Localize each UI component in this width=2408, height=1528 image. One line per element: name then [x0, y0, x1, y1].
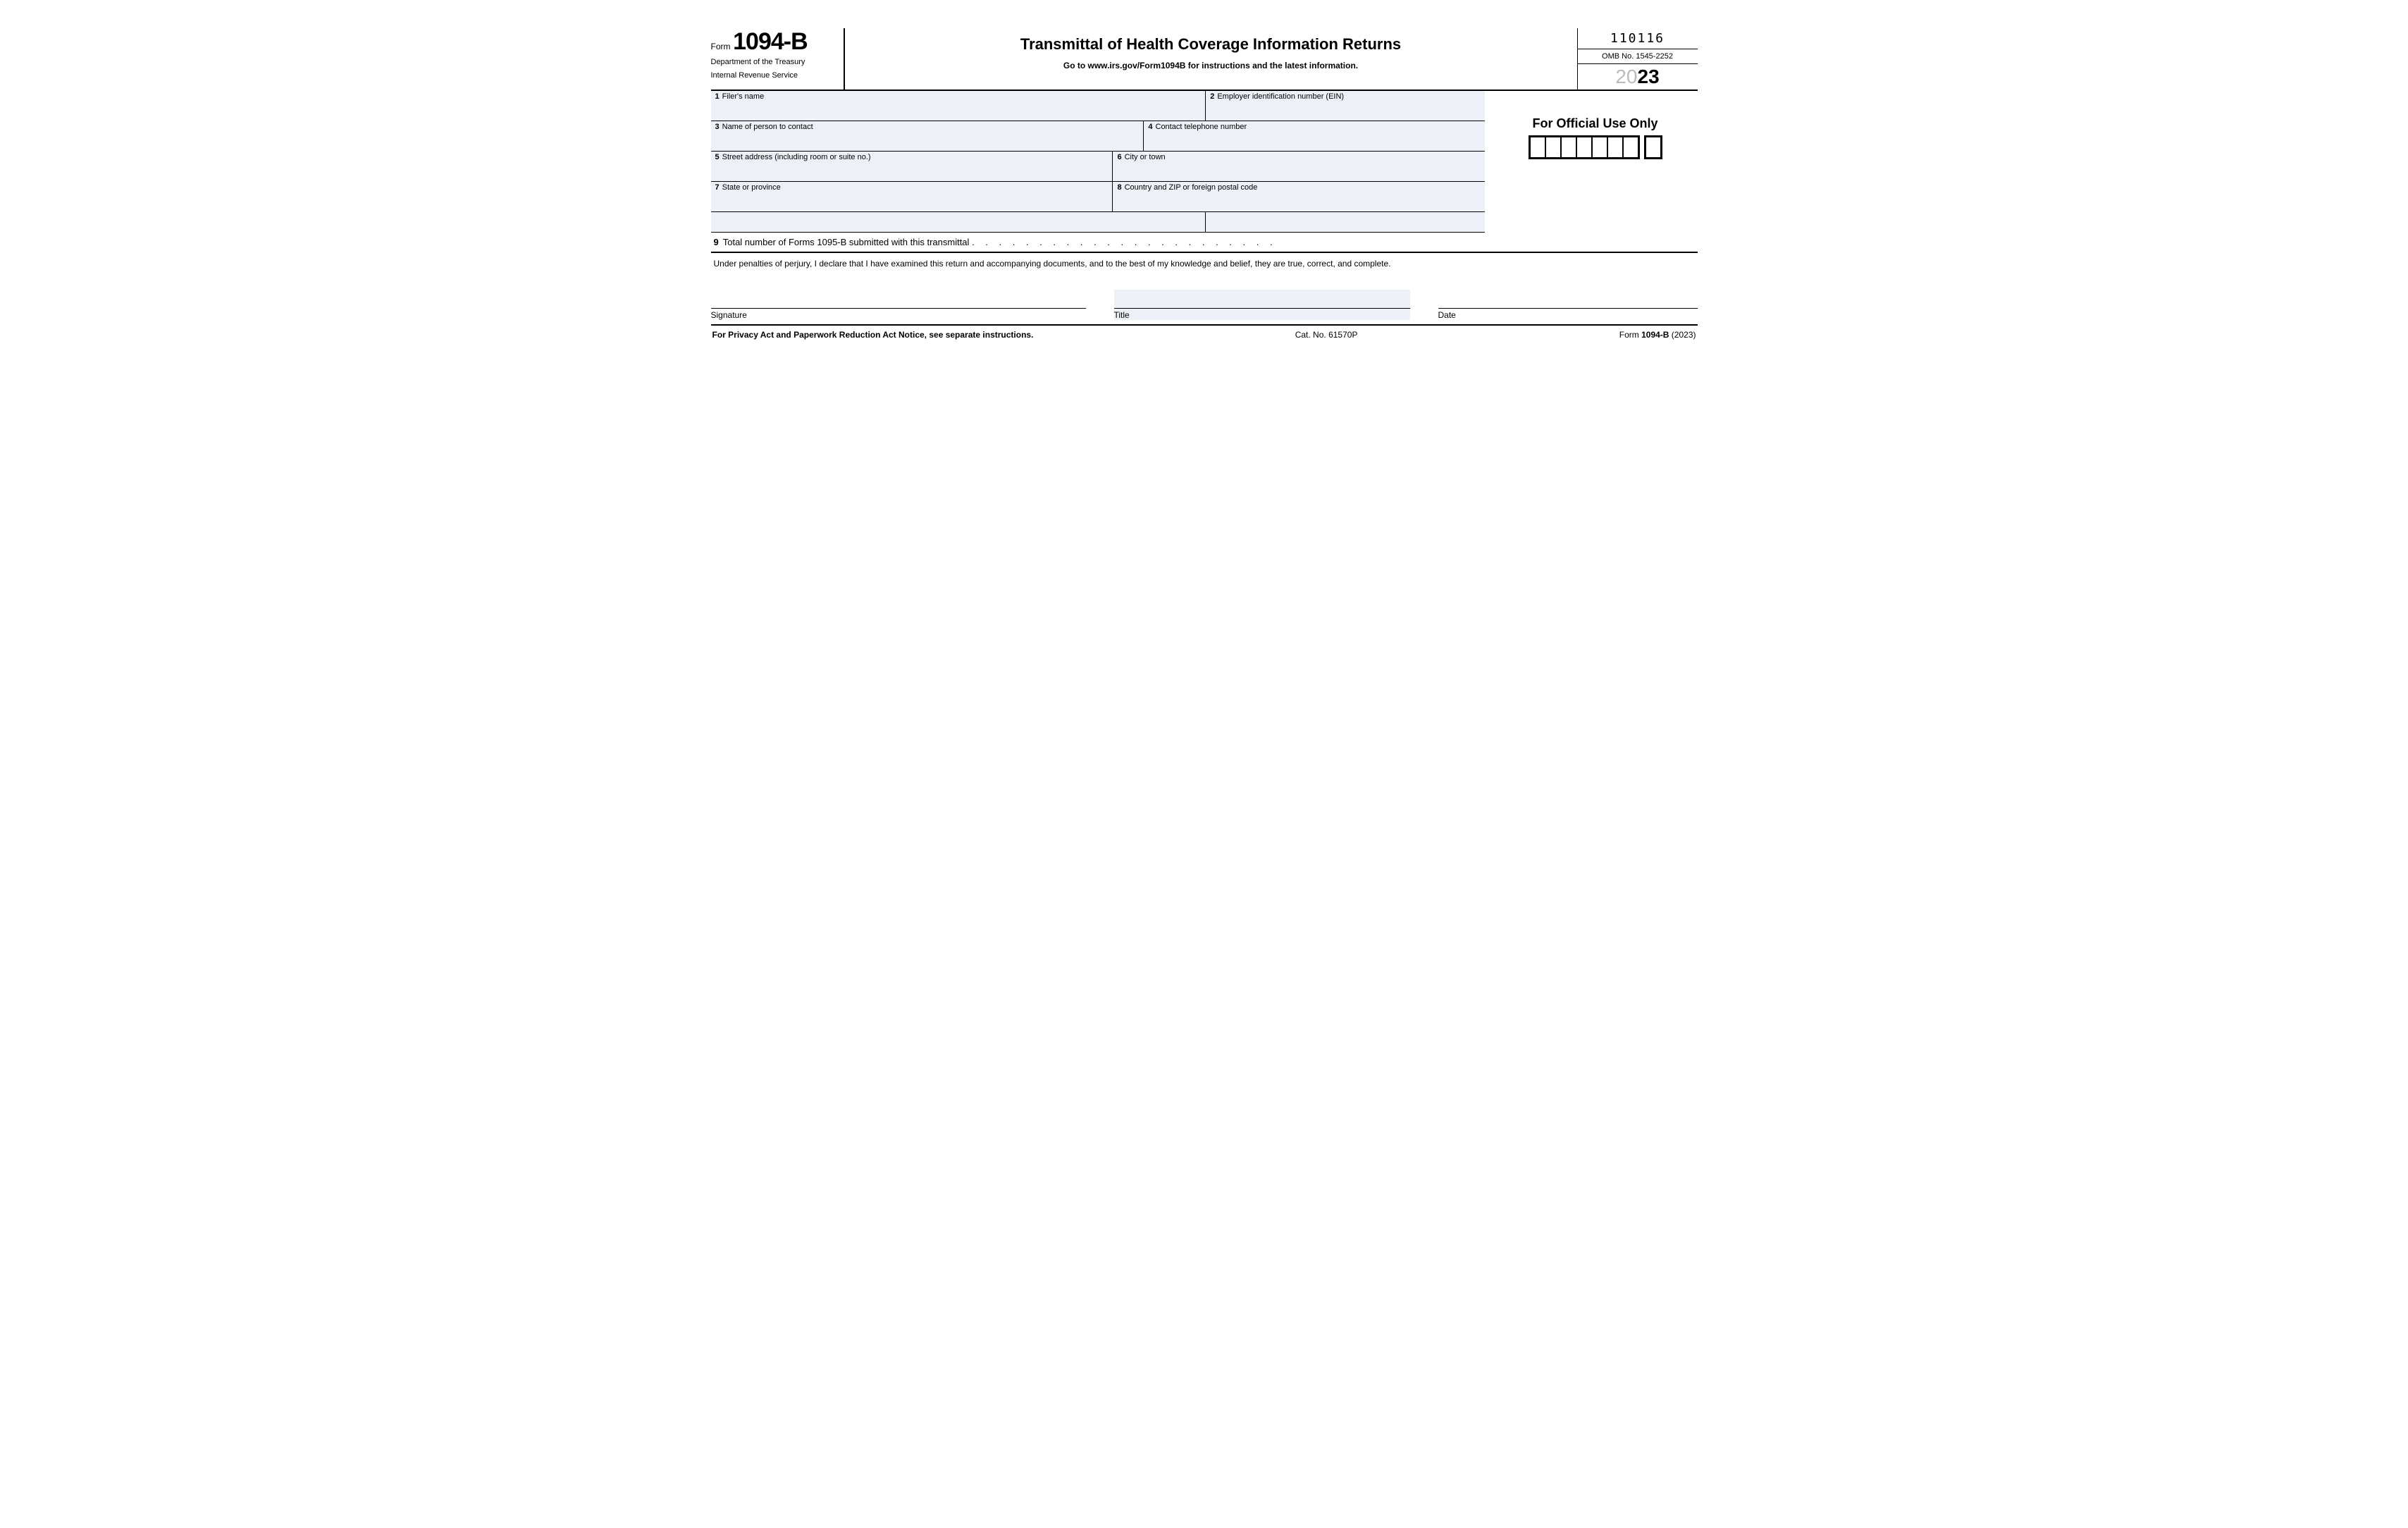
tax-year: 2023 — [1578, 64, 1698, 90]
form-header: Form 1094-B Department of the Treasury I… — [711, 28, 1698, 91]
field-5-street[interactable]: 5Street address (including room or suite… — [711, 152, 1113, 181]
official-box-group-side — [1644, 135, 1662, 159]
signature-field[interactable]: Signature — [711, 290, 1086, 320]
official-use-block: For Official Use Only — [1485, 91, 1698, 233]
signature-row: Signature Title Date — [711, 290, 1698, 326]
perjury-statement: Under penalties of perjury, I declare th… — [711, 253, 1698, 290]
field-9-total-forms[interactable]: 9Total number of Forms 1095-B submitted … — [711, 233, 1698, 253]
field-blank-lower-r — [1206, 212, 1484, 232]
form-word: Form — [711, 42, 731, 51]
fields-grid: 1Filer's name 2Employer identification n… — [711, 91, 1485, 233]
official-use-boxes — [1493, 135, 1698, 159]
form-footer: For Privacy Act and Paperwork Reduction … — [711, 326, 1698, 344]
header-left: Form 1094-B Department of the Treasury I… — [711, 28, 845, 90]
privacy-notice: For Privacy Act and Paperwork Reduction … — [712, 330, 1034, 340]
header-right: 110116 OMB No. 1545-2252 2023 — [1577, 28, 1698, 90]
footer-form-id: Form 1094-B (2023) — [1619, 330, 1696, 340]
form-1094b: Form 1094-B Department of the Treasury I… — [711, 28, 1698, 344]
dept-treasury: Department of the Treasury — [711, 58, 838, 67]
omb-number: OMB No. 1545-2252 — [1578, 49, 1698, 64]
official-use-label: For Official Use Only — [1493, 116, 1698, 131]
field-4-contact-phone[interactable]: 4Contact telephone number — [1144, 121, 1484, 151]
header-center: Transmittal of Health Coverage Informati… — [845, 28, 1577, 90]
field-1-filers-name[interactable]: 1Filer's name — [711, 91, 1206, 121]
date-field[interactable]: Date — [1438, 290, 1698, 320]
field-8-country-zip[interactable]: 8Country and ZIP or foreign postal code — [1113, 182, 1484, 211]
form-number: 1094-B — [733, 28, 808, 55]
field-6-city[interactable]: 6City or town — [1113, 152, 1484, 181]
form-goto: Go to www.irs.gov/Form1094B for instruct… — [851, 61, 1572, 70]
catalog-number: Cat. No. 61570P — [1295, 330, 1358, 340]
field-2-ein[interactable]: 2Employer identification number (EIN) — [1206, 91, 1484, 121]
form-code: 110116 — [1578, 28, 1698, 49]
field-blank-lower — [711, 212, 1206, 232]
form-title: Transmittal of Health Coverage Informati… — [851, 35, 1572, 54]
dept-irs: Internal Revenue Service — [711, 71, 838, 80]
title-field[interactable]: Title — [1114, 290, 1410, 320]
official-box-group-main — [1529, 135, 1640, 159]
leader-dots: . . . . . . . . . . . . . . . . . . . . … — [972, 237, 1277, 247]
field-7-state[interactable]: 7State or province — [711, 182, 1113, 211]
field-3-contact-name[interactable]: 3Name of person to contact — [711, 121, 1144, 151]
